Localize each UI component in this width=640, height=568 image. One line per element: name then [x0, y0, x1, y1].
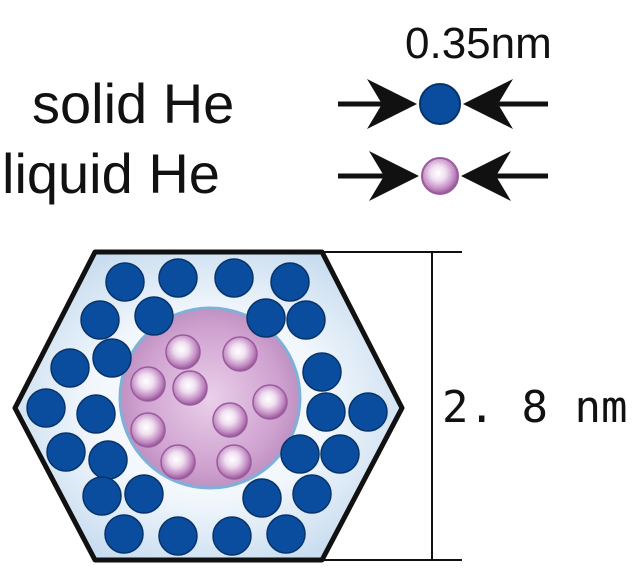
solid-atom	[26, 388, 66, 428]
solid-atom	[242, 478, 282, 518]
pore-size-label: 2. 8 nm	[442, 382, 628, 433]
solid-atom	[76, 394, 116, 434]
solid-atom	[320, 434, 360, 474]
liquid-atoms	[130, 334, 288, 480]
solid-atom	[306, 392, 346, 432]
solid-atom	[348, 392, 388, 432]
solid-atom	[124, 474, 164, 514]
solid-atom	[104, 514, 144, 554]
liquid-atom	[252, 384, 288, 420]
solid-atom	[88, 440, 128, 480]
solid-atom	[212, 516, 252, 556]
solid-atom	[50, 348, 90, 388]
solid-atom	[286, 300, 326, 340]
solid-atom	[302, 352, 342, 392]
solid-atom	[80, 300, 120, 340]
legend-solid-label: solid He	[32, 72, 235, 135]
liquid-atom	[165, 334, 201, 370]
liquid-atom	[160, 444, 196, 480]
solid-atom	[92, 338, 132, 378]
solid-atom	[292, 474, 332, 514]
liquid-atom	[130, 366, 166, 402]
liquid-atom	[212, 402, 248, 438]
solid-atom	[158, 516, 198, 556]
solid-atoms	[26, 258, 388, 556]
legend-liquid-marker	[338, 151, 548, 201]
liquid-atom	[216, 444, 252, 480]
solid-atom	[214, 258, 254, 298]
solid-atom	[266, 514, 306, 554]
solid-atom	[280, 434, 320, 474]
solid-atom-legend	[419, 83, 461, 125]
atom-size-label: 0.35nm	[405, 19, 552, 68]
solid-atom	[246, 298, 286, 338]
legend-liquid-label: liquid He	[2, 142, 220, 205]
liquid-atom	[172, 370, 208, 406]
solid-atom	[46, 432, 86, 472]
solid-atom	[134, 296, 174, 336]
legend-solid-marker	[338, 79, 548, 129]
solid-atom	[270, 262, 310, 302]
solid-atom	[158, 258, 198, 298]
dimension-bracket	[322, 251, 462, 561]
liquid-atom	[222, 336, 258, 372]
solid-atom	[82, 476, 122, 516]
liquid-atom-legend	[421, 157, 459, 195]
liquid-atom	[130, 412, 166, 448]
solid-atom	[105, 262, 145, 302]
